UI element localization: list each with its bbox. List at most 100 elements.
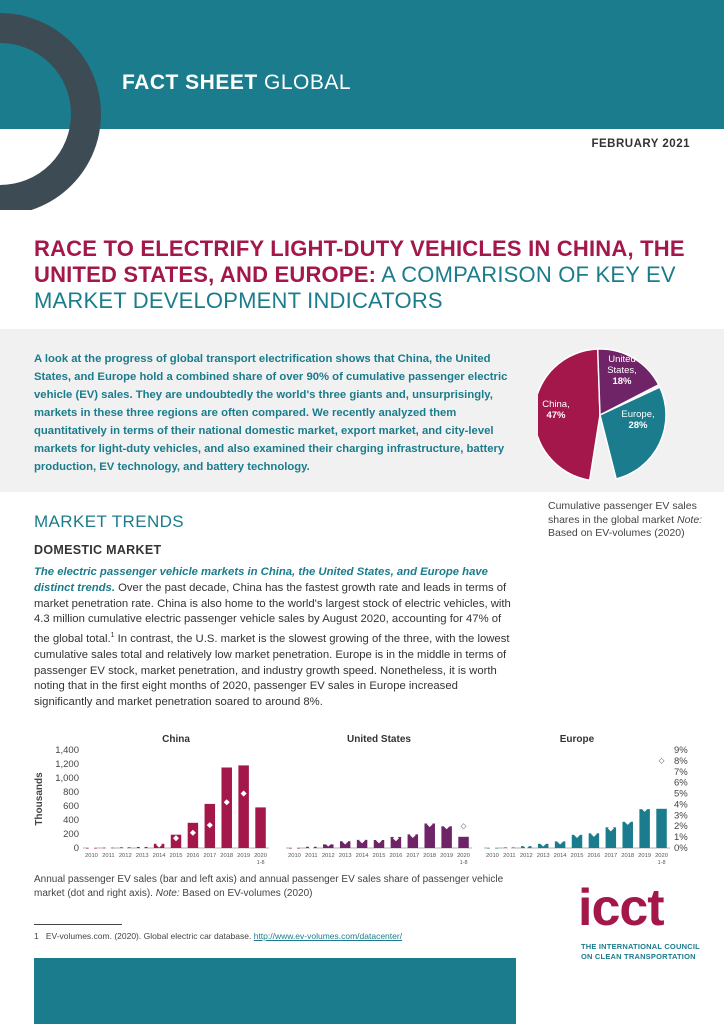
y2-tick-label: 7% <box>674 767 688 778</box>
x-tick-label: 2019 <box>638 853 651 859</box>
header-title: FACT SHEET GLOBAL <box>122 71 351 95</box>
bar <box>458 836 469 848</box>
share-dot <box>557 838 564 845</box>
bar <box>571 834 583 848</box>
x-tick-label: 2015 <box>373 853 386 859</box>
pie-value-label: 18% <box>612 376 632 387</box>
y2-tick-label: 4% <box>674 799 688 810</box>
bar <box>255 807 266 848</box>
share-dot <box>325 840 332 847</box>
footnote: 1 EV-volumes.com. (2020). Global electri… <box>34 931 402 941</box>
y-tick-label: 800 <box>63 787 79 798</box>
share-dot <box>240 790 247 797</box>
x-tick-label: 2010 <box>288 853 301 859</box>
panel-title: Europe <box>560 734 595 745</box>
header-title-bold: FACT SHEET <box>122 71 258 94</box>
y-tick-label: 600 <box>63 801 79 812</box>
x-tick-label: 2013 <box>537 853 550 859</box>
y-tick-label: 400 <box>63 815 79 826</box>
body-paragraph: The electric passenger vehicle markets i… <box>34 565 516 711</box>
x-tick-label: 2014 <box>153 853 167 859</box>
share-dot <box>291 844 298 852</box>
y2-tick-label: 1% <box>674 832 688 843</box>
share-dot <box>392 835 399 842</box>
share-dot <box>460 823 467 830</box>
share-dot <box>658 757 665 764</box>
x-tick-label: 2020 <box>655 853 668 859</box>
bar <box>639 809 650 848</box>
x-tick-label: 2016 <box>389 853 402 859</box>
share-dot <box>506 843 513 850</box>
logo-line-1: THE INTERNATIONAL COUNCIL <box>581 942 700 951</box>
page-title-highlight: RACE TO ELECTRIFY LIGHT-DUTY VEHICLES IN… <box>34 236 685 287</box>
body-text-2: In contrast, the U.S. market is the slow… <box>34 632 510 709</box>
x-tick-label: 2017 <box>406 853 419 859</box>
y2-tick-label: 3% <box>674 810 688 821</box>
x-tick-label: 2016 <box>587 853 600 859</box>
footnote-ref[interactable]: 1 <box>110 632 115 640</box>
share-dot <box>590 830 597 837</box>
section-title: MARKET TRENDS <box>34 512 185 531</box>
x-tick-label: 2020 <box>457 853 470 859</box>
x-tick-label: 2010 <box>85 853 98 859</box>
x-tick-label: 2018 <box>220 853 233 859</box>
panel-title: China <box>162 734 190 745</box>
x-tick-label: 2015 <box>571 853 584 859</box>
share-dot <box>540 840 547 847</box>
x-tick-sublabel: 1-8 <box>658 860 666 866</box>
share-dot <box>375 837 383 844</box>
bar <box>588 833 600 848</box>
bar <box>554 841 566 848</box>
pie-slice <box>599 386 667 480</box>
chart-caption-note: Note: <box>155 888 180 899</box>
y2-tick-label: 6% <box>674 778 688 789</box>
x-tick-label: 2019 <box>237 853 250 859</box>
x-tick-label: 2018 <box>423 853 436 859</box>
x-tick-label: 2017 <box>203 853 216 859</box>
x-tick-label: 2018 <box>621 853 634 859</box>
share-dot <box>88 844 95 852</box>
pie-label: China, <box>542 399 569 410</box>
header-title-light: GLOBAL <box>264 71 352 94</box>
share-dot <box>223 799 230 806</box>
footnote-divider <box>34 924 122 925</box>
y2-tick-label: 2% <box>674 821 688 832</box>
bar <box>656 808 667 848</box>
share-dot <box>426 821 433 828</box>
y-axis-label: Thousands <box>34 772 45 826</box>
footnote-number: 1 <box>34 931 39 941</box>
x-tick-label: 2013 <box>339 853 352 859</box>
chart-caption-text: Annual passenger EV sales (bar and left … <box>34 874 504 899</box>
bar <box>441 826 452 848</box>
share-dot <box>641 805 648 812</box>
share-dot <box>257 785 264 792</box>
share-dot <box>523 842 530 849</box>
bar <box>373 840 385 848</box>
x-tick-label: 2015 <box>170 853 183 859</box>
share-dot <box>139 843 146 850</box>
bar <box>605 827 617 848</box>
ev-sales-chart: Thousands02004006008001,0001,2001,4000%1… <box>34 734 688 866</box>
footnote-link[interactable]: http://www.ev-volumes.com/datacenter/ <box>253 931 403 941</box>
bar <box>622 821 633 848</box>
x-tick-sublabel: 1-8 <box>257 860 265 866</box>
x-tick-label: 2011 <box>305 853 317 859</box>
icct-logo: icct <box>578 879 665 937</box>
header-band <box>0 0 724 129</box>
x-tick-label: 2019 <box>440 853 453 859</box>
pie-chart-caption: Cumulative passenger EV sales shares in … <box>548 500 708 541</box>
x-tick-label: 2020 <box>254 853 267 859</box>
x-tick-label: 2012 <box>322 853 335 859</box>
pie-value-label: 47% <box>546 410 566 421</box>
pie-slice <box>596 348 660 417</box>
x-tick-label: 2012 <box>119 853 132 859</box>
share-dot <box>443 823 450 830</box>
bar <box>407 834 419 848</box>
x-tick-label: 2014 <box>554 853 568 859</box>
share-dot <box>206 822 213 829</box>
bar <box>356 839 368 848</box>
share-dot <box>105 844 112 852</box>
logo-line-2: ON CLEAN TRANSPORTATION <box>581 951 696 961</box>
y-tick-label: 200 <box>63 829 79 840</box>
share-dot <box>359 837 366 844</box>
